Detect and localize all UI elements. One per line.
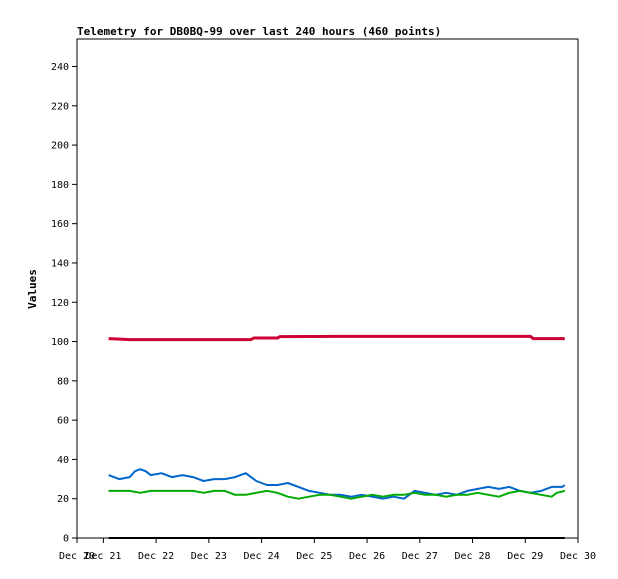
y-axis: 0 20 40 60 80 100 120 140 160 180 200 220 240 bbox=[51, 62, 77, 545]
x-tick-label: Dec 24 bbox=[244, 551, 280, 562]
y-axis-label: Values bbox=[26, 269, 39, 309]
chart-title: Telemetry for DB0BQ-99 over last 240 hou… bbox=[77, 25, 441, 38]
y-tick-label: 140 bbox=[51, 258, 69, 269]
y-tick-label: 240 bbox=[51, 62, 69, 73]
series-line-2 bbox=[108, 468, 566, 500]
y-tick-label: 40 bbox=[57, 455, 69, 466]
x-tick-label: Dec 25 bbox=[296, 551, 332, 562]
y-tick-label: 160 bbox=[51, 219, 69, 230]
y-tick-label: 200 bbox=[51, 141, 69, 152]
x-tick-label: Dec 22 bbox=[138, 551, 174, 562]
x-tick-label: Dec 23 bbox=[191, 551, 227, 562]
y-tick-label: 100 bbox=[51, 337, 69, 348]
x-tick-label: Dec 29 bbox=[507, 551, 543, 562]
series-line-3 bbox=[108, 489, 566, 500]
plot-area-frame bbox=[76, 38, 579, 539]
x-tick-label: Dec 30 bbox=[560, 551, 596, 562]
series-layer bbox=[108, 334, 566, 539]
y-tick-label: 120 bbox=[51, 298, 69, 309]
x-tick-label: Dec 27 bbox=[402, 551, 438, 562]
y-tick-label: 60 bbox=[57, 416, 69, 427]
y-tick-label: 220 bbox=[51, 101, 69, 112]
y-tick-label: 80 bbox=[57, 376, 69, 387]
y-tick-label: 20 bbox=[57, 494, 69, 505]
x-tick-label: Dec 28 bbox=[454, 551, 490, 562]
y-tick-label: 0 bbox=[63, 534, 69, 545]
x-tick-label: Dec 21 bbox=[85, 551, 121, 562]
x-tick-label: Dec 20 bbox=[59, 551, 95, 562]
x-tick-label: Dec 26 bbox=[349, 551, 385, 562]
y-tick-label: 180 bbox=[51, 180, 69, 191]
series-line-1 bbox=[108, 334, 565, 342]
